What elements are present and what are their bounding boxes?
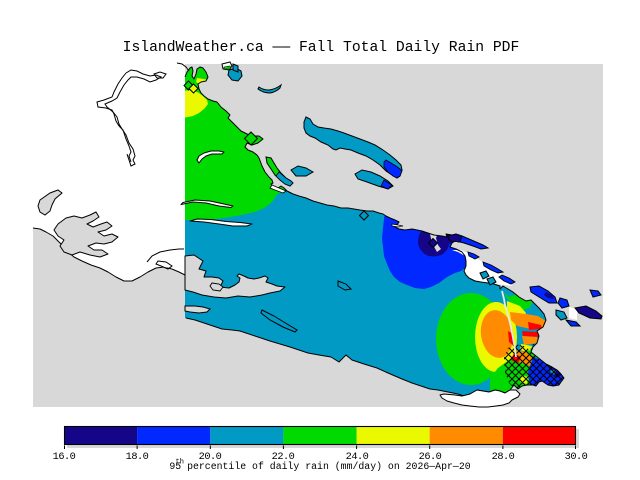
svg-text:95 percentile of daily rain: 95 percentile of daily rain (mm/day) on … — [169, 461, 470, 472]
svg-text:24.0: 24.0 — [346, 451, 369, 463]
svg-text:28.0: 28.0 — [492, 451, 515, 463]
svg-text:20.0: 20.0 — [199, 451, 222, 463]
svg-text:30.0: 30.0 — [565, 451, 588, 463]
svg-text:18.0: 18.0 — [126, 451, 149, 463]
svg-text:th: th — [176, 459, 184, 467]
svg-text:IslandWeather.ca —— Fall Total: IslandWeather.ca —— Fall Total Daily Rai… — [123, 40, 520, 56]
svg-text:22.0: 22.0 — [272, 451, 295, 463]
svg-text:16.0: 16.0 — [53, 451, 76, 463]
svg-text:26.0: 26.0 — [419, 451, 442, 463]
